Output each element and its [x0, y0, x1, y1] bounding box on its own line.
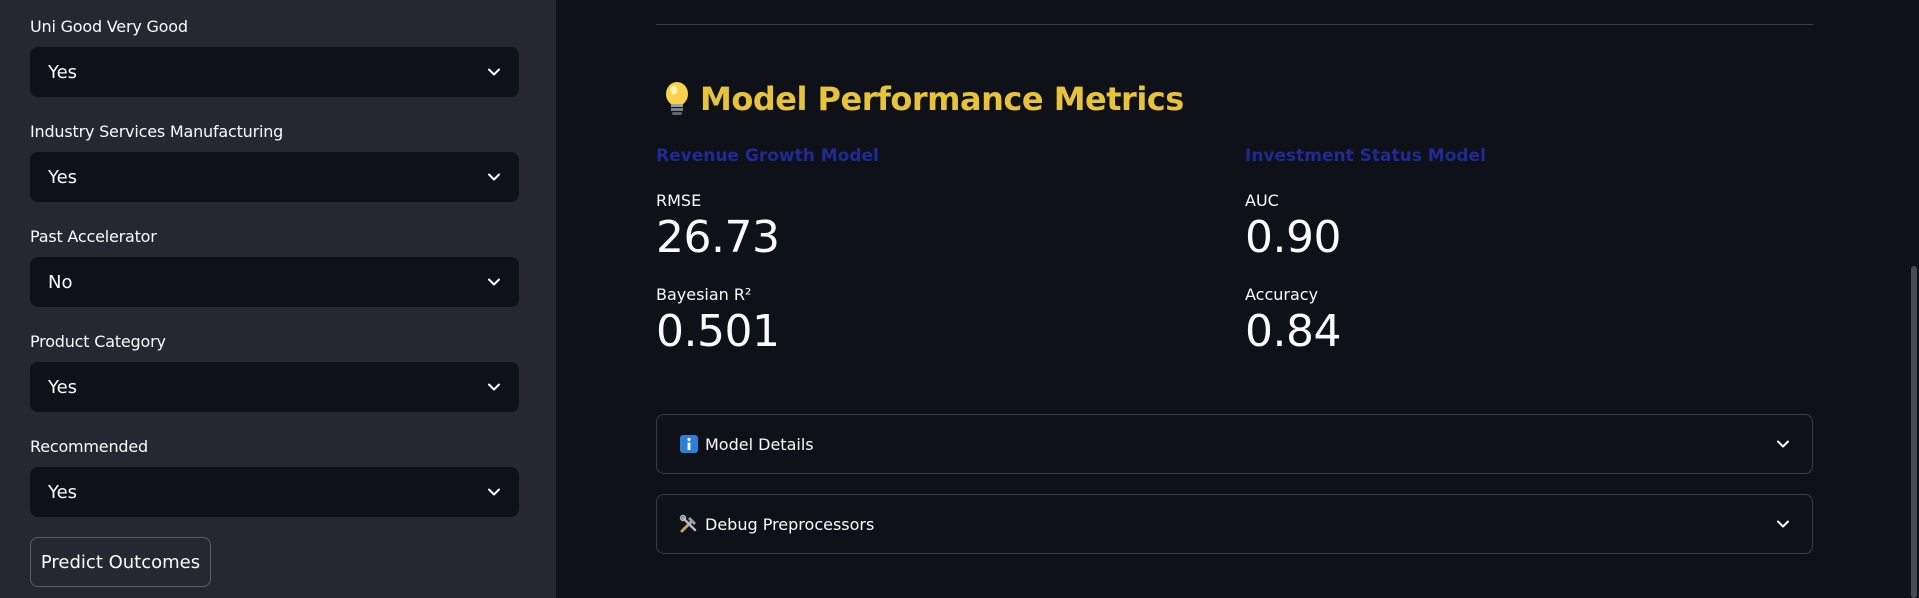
field-label: Past Accelerator	[30, 227, 157, 246]
expander-header: Debug Preprocessors	[679, 514, 874, 534]
field-recommended: Recommended Yes	[30, 436, 519, 517]
field-label: Uni Good Very Good	[30, 17, 188, 36]
metric-label: Accuracy	[1245, 285, 1319, 304]
column-title: Investment Status Model	[1245, 146, 1486, 166]
metric-value: 0.501	[656, 306, 780, 357]
chevron-down-icon	[487, 380, 501, 394]
chevron-down-icon	[487, 485, 501, 499]
metric-label: AUC	[1245, 191, 1279, 210]
chevron-down-icon	[487, 65, 501, 79]
field-label: Industry Services Manufacturing	[30, 122, 284, 141]
expander-label: Model Details	[705, 434, 814, 454]
divider	[656, 24, 1813, 25]
metric-value: 26.73	[656, 212, 780, 263]
chevron-down-icon	[487, 170, 501, 184]
select-uni-good-very-good[interactable]: Yes	[30, 47, 519, 97]
field-product-category: Product Category Yes	[30, 331, 519, 412]
select-product-category[interactable]: Yes	[30, 362, 519, 412]
field-past-accelerator: Past Accelerator No	[30, 226, 519, 307]
select-industry-services-manufacturing[interactable]: Yes	[30, 152, 519, 202]
field-label: Recommended	[30, 437, 148, 456]
select-past-accelerator[interactable]: No	[30, 257, 519, 307]
scrollbar[interactable]	[1911, 266, 1917, 598]
select-value: Yes	[48, 481, 78, 503]
select-recommended[interactable]: Yes	[30, 467, 519, 517]
investment-status-model-column: Investment Status Model AUC 0.90 Accurac…	[1245, 142, 1805, 358]
sidebar: Uni Good Very Good Yes Industry Services…	[0, 0, 556, 598]
metric-value: 0.84	[1245, 306, 1341, 357]
info-icon	[680, 435, 698, 453]
select-value: No	[48, 271, 73, 293]
chevron-down-icon	[1776, 517, 1790, 531]
model-details-expander[interactable]: Model Details	[656, 414, 1813, 474]
expander-header: Model Details	[679, 434, 814, 454]
revenue-growth-model-column: Revenue Growth Model RMSE 26.73 Bayesian…	[656, 142, 1216, 358]
select-value: Yes	[48, 61, 78, 83]
field-industry-services-manufacturing: Industry Services Manufacturing Yes	[30, 121, 519, 202]
debug-preprocessors-expander[interactable]: Debug Preprocessors	[656, 494, 1813, 554]
page-title: Model Performance Metrics	[662, 76, 1184, 122]
metric-label: RMSE	[656, 191, 702, 210]
page-title-text: Model Performance Metrics	[700, 80, 1184, 118]
field-label: Product Category	[30, 332, 166, 351]
predict-outcomes-button[interactable]: Predict Outcomes	[30, 537, 211, 587]
metric-label: Bayesian R²	[656, 285, 752, 304]
field-uni-good-very-good: Uni Good Very Good Yes	[30, 16, 519, 97]
select-value: Yes	[48, 376, 78, 398]
metric-value: 0.90	[1245, 212, 1341, 263]
lightbulb-icon	[666, 82, 688, 115]
chevron-down-icon	[487, 275, 501, 289]
select-value: Yes	[48, 166, 78, 188]
column-title: Revenue Growth Model	[656, 146, 879, 166]
tools-icon	[679, 514, 697, 533]
chevron-down-icon	[1776, 437, 1790, 451]
expander-label: Debug Preprocessors	[705, 514, 875, 534]
